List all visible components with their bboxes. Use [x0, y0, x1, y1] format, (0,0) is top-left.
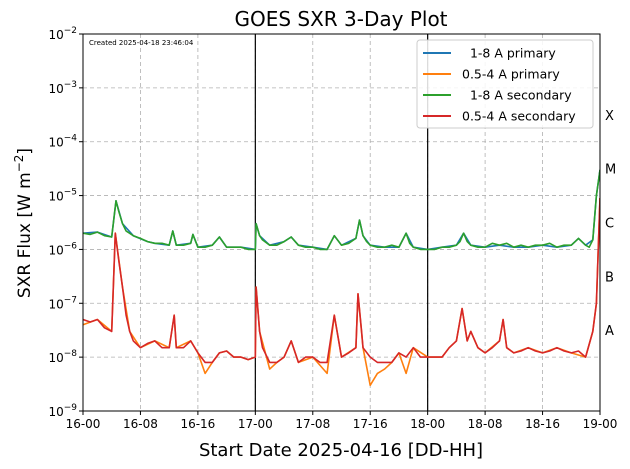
x-tick-label: 19-00 — [583, 417, 618, 431]
series-line-4 — [83, 197, 600, 364]
x-axis-ticks: 16-00 16-08 16-16 17-00 17-08 17-16 18-00 18-08… — [66, 411, 618, 431]
y-tick-exponent: −9 — [64, 403, 78, 413]
flare-class-c: C — [605, 217, 614, 232]
x-axis-label: Start Date 2025-04-16 [DD-HH] — [199, 440, 483, 461]
y-axis-label-close: ] — [15, 148, 35, 155]
x-tick-label: 18-16 — [525, 417, 560, 431]
y-tick-label: 10−4 — [48, 134, 77, 150]
series-lines — [83, 169, 600, 387]
y-tick-base: 10 — [48, 243, 63, 257]
y-tick-exponent: −2 — [64, 26, 77, 36]
legend-label: 0.5-4 A primary — [462, 67, 560, 82]
x-tick-label: 18-08 — [468, 417, 503, 431]
flare-class-labels: A B C M X — [605, 109, 616, 339]
y-tick-label: 10−6 — [48, 241, 77, 257]
y-tick-base: 10 — [48, 297, 63, 311]
legend-box — [416, 39, 594, 129]
y-tick-base: 10 — [48, 82, 63, 96]
plot-frame — [82, 33, 601, 412]
y-tick-label: 10−9 — [48, 403, 77, 419]
y-tick-label: 10−2 — [48, 26, 77, 42]
created-note: Created 2025-04-18 23:46:04 — [89, 39, 194, 47]
y-axis-ticks: 10−910−810−710−610−510−410−310−2 — [48, 26, 83, 419]
y-tick-label: 10−5 — [48, 188, 77, 204]
y-tick-exponent: −4 — [64, 134, 78, 144]
y-tick-exponent: −8 — [64, 349, 78, 359]
x-tick-label: 16-08 — [123, 417, 158, 431]
y-tick-exponent: −6 — [64, 241, 78, 251]
y-tick-base: 10 — [48, 28, 63, 42]
legend-label: 1-8 A secondary — [462, 88, 572, 103]
legend-label: 1-8 A primary — [462, 46, 556, 61]
x-tick-label: 18-00 — [410, 417, 445, 431]
series-line-3 — [83, 169, 600, 251]
y-tick-label: 10−3 — [48, 80, 77, 96]
y-tick-base: 10 — [48, 136, 63, 150]
legend-label: 0.5-4 A secondary — [462, 109, 576, 124]
y-tick-exponent: −3 — [64, 80, 77, 90]
y-axis-label-sup: −2 — [12, 155, 26, 173]
flare-class-b: B — [605, 270, 614, 285]
x-tick-label: 16-16 — [180, 417, 215, 431]
y-tick-base: 10 — [48, 190, 63, 204]
x-tick-label: 16-00 — [66, 417, 101, 431]
flare-class-a: A — [605, 324, 614, 339]
legend: 1-8 A primary 0.5-4 A primary 1-8 A secon… — [416, 39, 594, 129]
y-tick-label: 10−8 — [48, 349, 77, 365]
x-tick-label: 17-16 — [353, 417, 388, 431]
grid — [83, 34, 600, 411]
y-tick-base: 10 — [48, 405, 63, 419]
x-tick-label: 17-08 — [295, 417, 330, 431]
y-axis-label-main: SXR Flux [W m — [15, 172, 35, 298]
x-tick-label: 17-00 — [238, 417, 273, 431]
chart-title: GOES SXR 3-Day Plot — [234, 7, 447, 31]
y-tick-exponent: −5 — [64, 188, 77, 198]
y-tick-label: 10−7 — [48, 295, 77, 311]
y-axis-label: SXR Flux [W m−2] — [12, 148, 35, 298]
flare-class-m: M — [605, 163, 616, 178]
flare-class-x: X — [605, 109, 614, 124]
y-tick-base: 10 — [48, 351, 63, 365]
y-tick-exponent: −7 — [64, 295, 77, 305]
